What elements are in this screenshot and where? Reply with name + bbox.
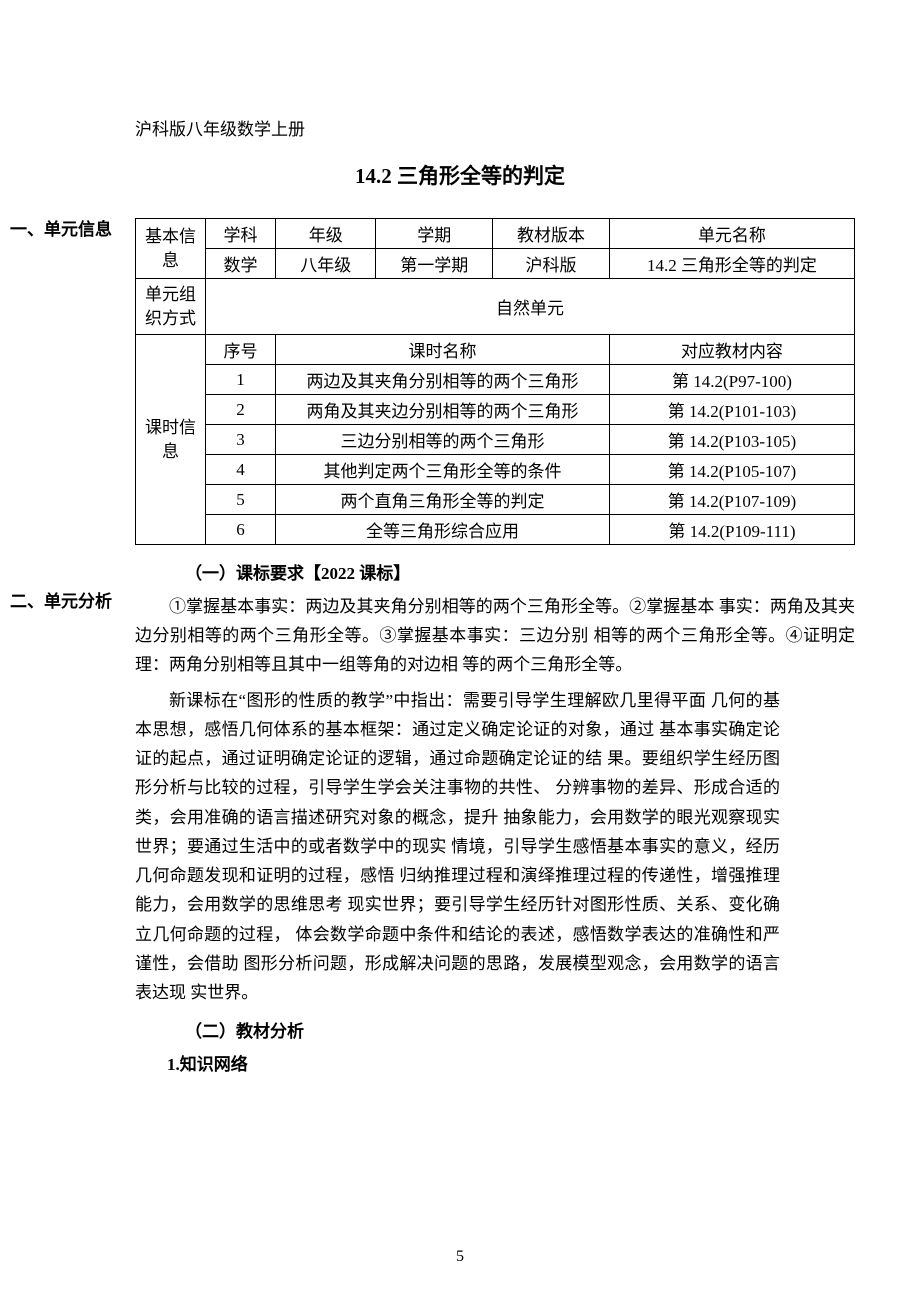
td-subject: 数学 — [206, 249, 276, 279]
page-number: 5 — [0, 1248, 920, 1266]
unit-info-table: 基本信息 学科 年级 学期 教材版本 单元名称 数学 八年级 第一学期 沪科版 … — [135, 218, 855, 545]
td-name: 两角及其夹边分别相等的两个三角形 — [276, 395, 610, 425]
table-row: 2 两角及其夹边分别相等的两个三角形 第 14.2(P101-103) — [136, 395, 855, 425]
table-row: 6 全等三角形综合应用 第 14.2(P109-111) — [136, 515, 855, 545]
th-material: 对应教材内容 — [609, 335, 854, 365]
sub-heading-1: （一）课标要求【2022 课标】 — [185, 559, 855, 584]
td-material: 第 14.2(P97-100) — [609, 365, 854, 395]
th-unit-name: 单元名称 — [609, 219, 854, 249]
th-subject: 学科 — [206, 219, 276, 249]
sub-heading-3: 1.知识网络 — [167, 1050, 855, 1075]
th-num: 序号 — [206, 335, 276, 365]
td-material: 第 14.2(P103-105) — [609, 425, 854, 455]
td-num: 2 — [206, 395, 276, 425]
td-name: 全等三角形综合应用 — [276, 515, 610, 545]
td-name: 三边分别相等的两个三角形 — [276, 425, 610, 455]
td-name: 两边及其夹角分别相等的两个三角形 — [276, 365, 610, 395]
basic-info-label: 基本信息 — [136, 219, 206, 279]
header-line: 沪科版八年级数学上册 — [135, 115, 855, 140]
td-material: 第 14.2(P101-103) — [609, 395, 854, 425]
td-name: 两个直角三角形全等的判定 — [276, 485, 610, 515]
table-row: 1 两边及其夹角分别相等的两个三角形 第 14.2(P97-100) — [136, 365, 855, 395]
sub-heading-2: （二）教材分析 — [185, 1017, 855, 1042]
section-2-label: 二、单元分析 — [10, 587, 112, 612]
td-num: 6 — [206, 515, 276, 545]
th-lesson-name: 课时名称 — [276, 335, 610, 365]
td-num: 3 — [206, 425, 276, 455]
section-1-label: 一、单元信息 — [10, 215, 112, 240]
td-version: 沪科版 — [493, 249, 610, 279]
td-num: 5 — [206, 485, 276, 515]
paragraph-2: 新课标在“图形的性质的教学”中指出：需要引导学生理解欧几里得平面 几何的基本思想… — [135, 686, 780, 1008]
td-semester: 第一学期 — [376, 249, 493, 279]
td-num: 4 — [206, 455, 276, 485]
paragraph-1: ①掌握基本事实：两边及其夹角分别相等的两个三角形全等。②掌握基本 事实：两角及其… — [135, 592, 855, 680]
th-grade: 年级 — [276, 219, 376, 249]
td-unit-name: 14.2 三角形全等的判定 — [609, 249, 854, 279]
td-material: 第 14.2(P109-111) — [609, 515, 854, 545]
lesson-info-label: 课时信息 — [136, 335, 206, 545]
td-material: 第 14.2(P107-109) — [609, 485, 854, 515]
unit-org-label: 单元组织方式 — [136, 279, 206, 335]
td-grade: 八年级 — [276, 249, 376, 279]
th-version: 教材版本 — [493, 219, 610, 249]
td-name: 其他判定两个三角形全等的条件 — [276, 455, 610, 485]
document-title: 14.2 三角形全等的判定 — [65, 160, 855, 190]
td-material: 第 14.2(P105-107) — [609, 455, 854, 485]
table-row: 5 两个直角三角形全等的判定 第 14.2(P107-109) — [136, 485, 855, 515]
td-org-method: 自然单元 — [206, 279, 855, 335]
table-row: 3 三边分别相等的两个三角形 第 14.2(P103-105) — [136, 425, 855, 455]
td-num: 1 — [206, 365, 276, 395]
table-row: 4 其他判定两个三角形全等的条件 第 14.2(P105-107) — [136, 455, 855, 485]
th-semester: 学期 — [376, 219, 493, 249]
